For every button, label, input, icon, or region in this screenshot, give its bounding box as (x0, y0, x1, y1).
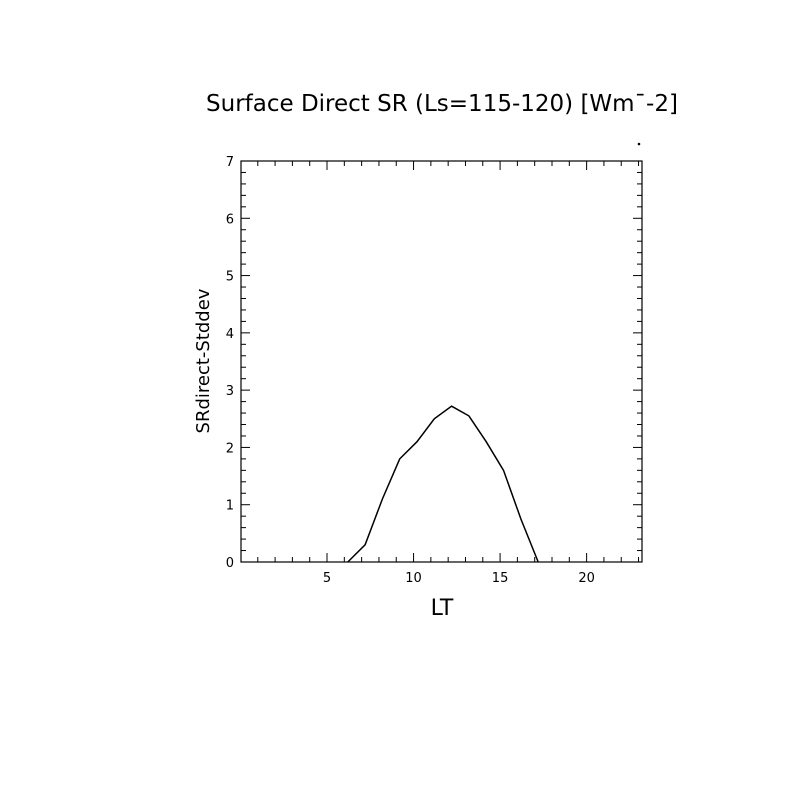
y-tick-label: 7 (226, 155, 234, 170)
axis-ticks (241, 160, 642, 563)
y-tick-labels: 0 1 2 3 4 5 6 7 (226, 155, 234, 571)
y-tick-label: 2 (226, 441, 234, 456)
chart-title: Surface Direct SR (Ls=115-120) [Wm¯-2] (206, 91, 678, 117)
y-axis-label: SRdirect-Stddev (193, 288, 214, 433)
x-tick-label: 20 (578, 571, 595, 586)
corner-dot (637, 142, 641, 146)
x-tick-label: 15 (492, 571, 509, 586)
y-tick-label: 5 (226, 270, 234, 285)
x-tick-labels: 5 10 15 20 (323, 571, 595, 586)
y-tick-label: 1 (226, 499, 234, 514)
y-tick-label: 3 (226, 384, 234, 399)
y-tick-label: 0 (226, 556, 234, 571)
x-axis-label: LT (431, 596, 454, 621)
y-tick-label: 6 (226, 212, 234, 227)
y-tick-label: 4 (226, 327, 234, 342)
x-tick-label: 5 (323, 571, 331, 586)
plot-frame (240, 160, 643, 563)
x-tick-label: 10 (405, 571, 422, 586)
series-line (347, 405, 539, 563)
